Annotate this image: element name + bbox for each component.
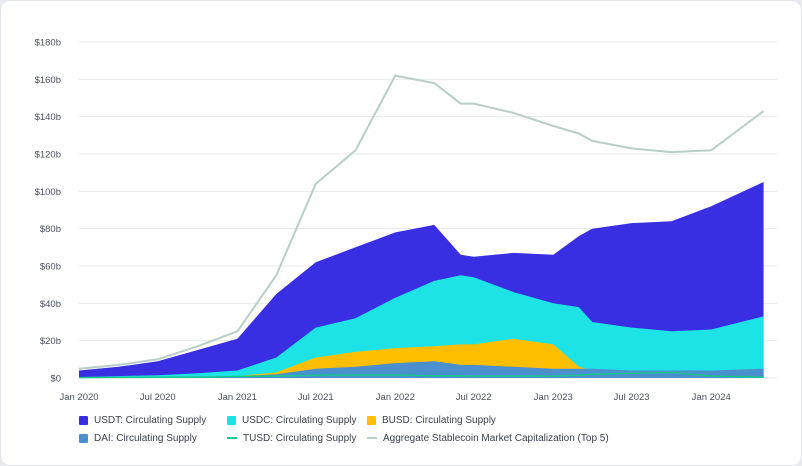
legend-label-busd: BUSD: Circulating Supply — [382, 414, 496, 426]
y-tick-label: $0 — [50, 374, 61, 385]
legend-item-usdt[interactable]: USDT: Circulating Supply — [79, 415, 227, 426]
x-tick-label: Jul 2020 — [140, 392, 176, 403]
x-tick-label: Jan 2020 — [59, 392, 98, 403]
legend-swatch-dai — [79, 433, 88, 443]
x-tick-label: Jan 2024 — [692, 392, 731, 403]
x-axis-ticks: Jan 2020 Jul 2020 Jan 2021 Jul 2021 Jan 2022… — [59, 392, 730, 403]
y-axis-ticks: $0 $20b $40b $60b $80b $100b $120b $140b $160b $1… — [35, 38, 61, 385]
legend-swatch-usdc — [227, 415, 236, 425]
legend-item-tusd[interactable]: TUSD: Circulating Supply — [227, 433, 367, 444]
y-tick-label: $60b — [40, 262, 61, 273]
y-tick-label: $100b — [35, 187, 61, 198]
legend-swatch-aggregate — [367, 437, 377, 439]
x-tick-label: Jan 2023 — [534, 392, 573, 403]
y-tick-label: $180b — [35, 38, 61, 49]
legend-item-aggregate[interactable]: Aggregate Stablecoin Market Capitalizati… — [367, 433, 609, 444]
legend-swatch-busd — [367, 415, 376, 425]
legend: USDT: Circulating Supply USDC: Circulati… — [79, 411, 779, 447]
legend-swatch-usdt — [79, 415, 88, 425]
x-tick-label: Jan 2022 — [376, 392, 415, 403]
y-tick-label: $80b — [40, 224, 61, 235]
x-tick-label: Jul 2023 — [614, 392, 650, 403]
legend-label-usdc: USDC: Circulating Supply — [242, 414, 357, 426]
legend-row-2: DAI: Circulating Supply TUSD: Circulatin… — [79, 429, 779, 447]
area-series — [79, 182, 764, 378]
y-tick-label: $120b — [35, 150, 61, 161]
y-tick-label: $20b — [40, 336, 61, 347]
area-usdc — [79, 275, 764, 378]
line-aggregate — [78, 74, 765, 370]
y-tick-label: $160b — [35, 75, 61, 86]
y-tick-label: $140b — [35, 112, 61, 123]
legend-swatch-tusd — [227, 437, 237, 439]
line-tusd — [78, 371, 764, 379]
x-tick-label: Jul 2021 — [298, 392, 334, 403]
stablecoin-supply-chart: $0 $20b $40b $60b $80b $100b $120b $140b $160b $1… — [35, 38, 777, 403]
legend-item-dai[interactable]: DAI: Circulating Supply — [79, 433, 227, 444]
legend-item-busd[interactable]: BUSD: Circulating Supply — [367, 415, 496, 426]
legend-row-1: USDT: Circulating Supply USDC: Circulati… — [79, 411, 779, 429]
legend-label-dai: DAI: Circulating Supply — [94, 432, 197, 444]
legend-label-tusd: TUSD: Circulating Supply — [243, 432, 357, 444]
legend-item-usdc[interactable]: USDC: Circulating Supply — [227, 415, 367, 426]
x-tick-label: Jan 2021 — [218, 392, 257, 403]
line-series — [78, 74, 765, 379]
y-tick-label: $40b — [40, 299, 61, 310]
x-tick-label: Jul 2022 — [456, 392, 492, 403]
area-busd — [79, 338, 764, 378]
legend-label-usdt: USDT: Circulating Supply — [94, 414, 207, 426]
legend-label-aggregate: Aggregate Stablecoin Market Capitalizati… — [383, 432, 609, 444]
